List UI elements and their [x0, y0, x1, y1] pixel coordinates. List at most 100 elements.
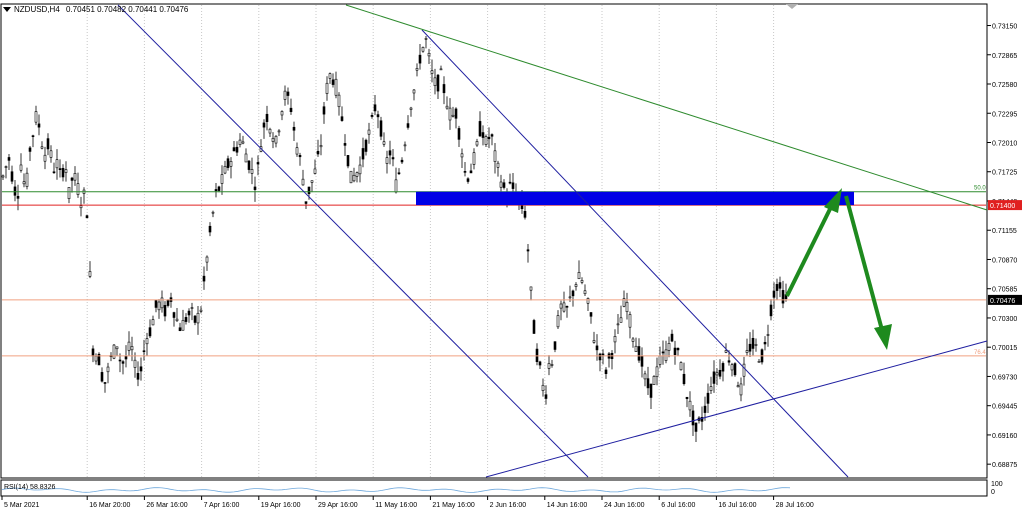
x-tick-label: 29 Apr 16:00 — [318, 502, 358, 509]
bull-candle — [754, 344, 758, 346]
bull-candle — [190, 307, 194, 309]
x-tick-label: 16 Mar 20:00 — [89, 502, 130, 509]
bear-candle — [763, 341, 767, 345]
bull-candle — [76, 183, 80, 195]
level-label: 76.4 — [974, 350, 986, 356]
bear-candle — [478, 121, 482, 137]
bull-candle — [106, 366, 110, 373]
bull-candle — [556, 315, 560, 328]
bear-candle — [508, 181, 512, 184]
bull-candle — [274, 135, 278, 144]
bull-candle — [337, 94, 341, 108]
forecast-arrows — [785, 188, 892, 350]
bull-candle — [301, 178, 305, 186]
bear-candle — [31, 135, 35, 137]
bull-candle — [64, 169, 68, 173]
bull-candle — [277, 130, 281, 133]
bull-candle — [43, 154, 47, 162]
bear-candle — [418, 54, 422, 64]
up-arrow-head — [824, 188, 842, 213]
bear-candle — [58, 168, 62, 170]
bear-candle — [535, 348, 539, 362]
trendlines[interactable] — [117, 4, 988, 478]
candlestick-series — [1, 35, 788, 442]
bear-candle — [397, 172, 401, 175]
bear-candle — [457, 128, 461, 140]
y-tick-label: 0.69160 — [992, 433, 1017, 440]
bull-candle — [475, 141, 479, 146]
bear-candle — [340, 116, 344, 121]
bear-candle — [589, 312, 593, 317]
bear-candle — [7, 157, 11, 161]
x-tick-label: 14 Jun 16:00 — [547, 502, 588, 509]
bull-candle — [574, 284, 578, 287]
y-tick-label: 0.70585 — [992, 287, 1017, 294]
bull-candle — [238, 139, 242, 145]
bear-candle — [118, 359, 122, 362]
bear-candle — [604, 369, 608, 374]
bull-candle — [577, 272, 581, 280]
bull-candle — [223, 165, 227, 174]
bear-candle — [718, 369, 722, 377]
bear-candle — [142, 350, 146, 353]
bull-candle — [550, 364, 554, 366]
bull-candle — [622, 298, 626, 307]
bull-candle — [73, 173, 77, 181]
bull-candle — [181, 320, 185, 331]
x-tick-label: 21 May 16:00 — [432, 502, 475, 509]
bull-candle — [448, 107, 452, 121]
bull-candle — [613, 336, 617, 343]
bull-candle — [127, 341, 131, 351]
bear-candle — [52, 171, 56, 174]
bull-candle — [634, 345, 638, 352]
y-tick-label: 0.68875 — [992, 462, 1017, 469]
price-tag-label: 0.71400 — [990, 203, 1015, 210]
bull-candle — [349, 170, 353, 184]
bull-candle — [205, 256, 209, 263]
bear-candle — [178, 327, 182, 332]
bull-candle — [355, 172, 359, 177]
bull-candle — [625, 302, 629, 313]
bear-candle — [490, 134, 494, 137]
bear-candle — [253, 186, 257, 190]
bear-candle — [91, 348, 95, 357]
bear-candle — [217, 186, 221, 191]
bear-candle — [61, 167, 65, 178]
bull-candle — [568, 296, 572, 299]
bear-candle — [193, 315, 197, 323]
bull-candle — [739, 383, 743, 396]
bear-candle — [292, 126, 296, 131]
ohlc-label: 0.70451 0.70482 0.70441 0.70476 — [66, 5, 189, 14]
bear-candle — [601, 353, 605, 356]
bear-candle — [526, 249, 530, 252]
bear-candle — [373, 104, 377, 112]
bull-candle — [496, 162, 500, 168]
bull-candle — [541, 384, 545, 391]
bull-candle — [196, 312, 200, 324]
bull-candle — [394, 179, 398, 193]
ascending-support-line — [485, 340, 988, 478]
bear-candle — [307, 186, 311, 194]
bull-candle — [67, 187, 71, 199]
bear-candle — [331, 79, 335, 85]
bear-candle — [565, 305, 569, 308]
chart-menu-icon[interactable] — [3, 7, 11, 12]
plot-frame — [0, 3, 988, 479]
rsi-frame — [0, 479, 988, 497]
bear-candle — [322, 106, 326, 115]
bull-candle — [55, 159, 59, 169]
bull-candle — [88, 271, 92, 277]
bear-candle — [208, 225, 212, 233]
time-axis: 5 Mar 2021 16 Mar 20:00 26 Mar 16:00 7 Apr … — [1, 496, 814, 509]
bull-candle — [160, 297, 164, 309]
y-tick-label: 0.71155 — [992, 228, 1017, 235]
x-tick-label: 7 Apr 16:00 — [204, 502, 240, 509]
bear-candle — [511, 182, 515, 189]
bear-candle — [721, 363, 725, 372]
bear-candle — [775, 284, 779, 291]
bear-candle — [16, 195, 20, 199]
bull-candle — [280, 111, 284, 116]
scroll-marker-icon[interactable] — [786, 4, 798, 9]
